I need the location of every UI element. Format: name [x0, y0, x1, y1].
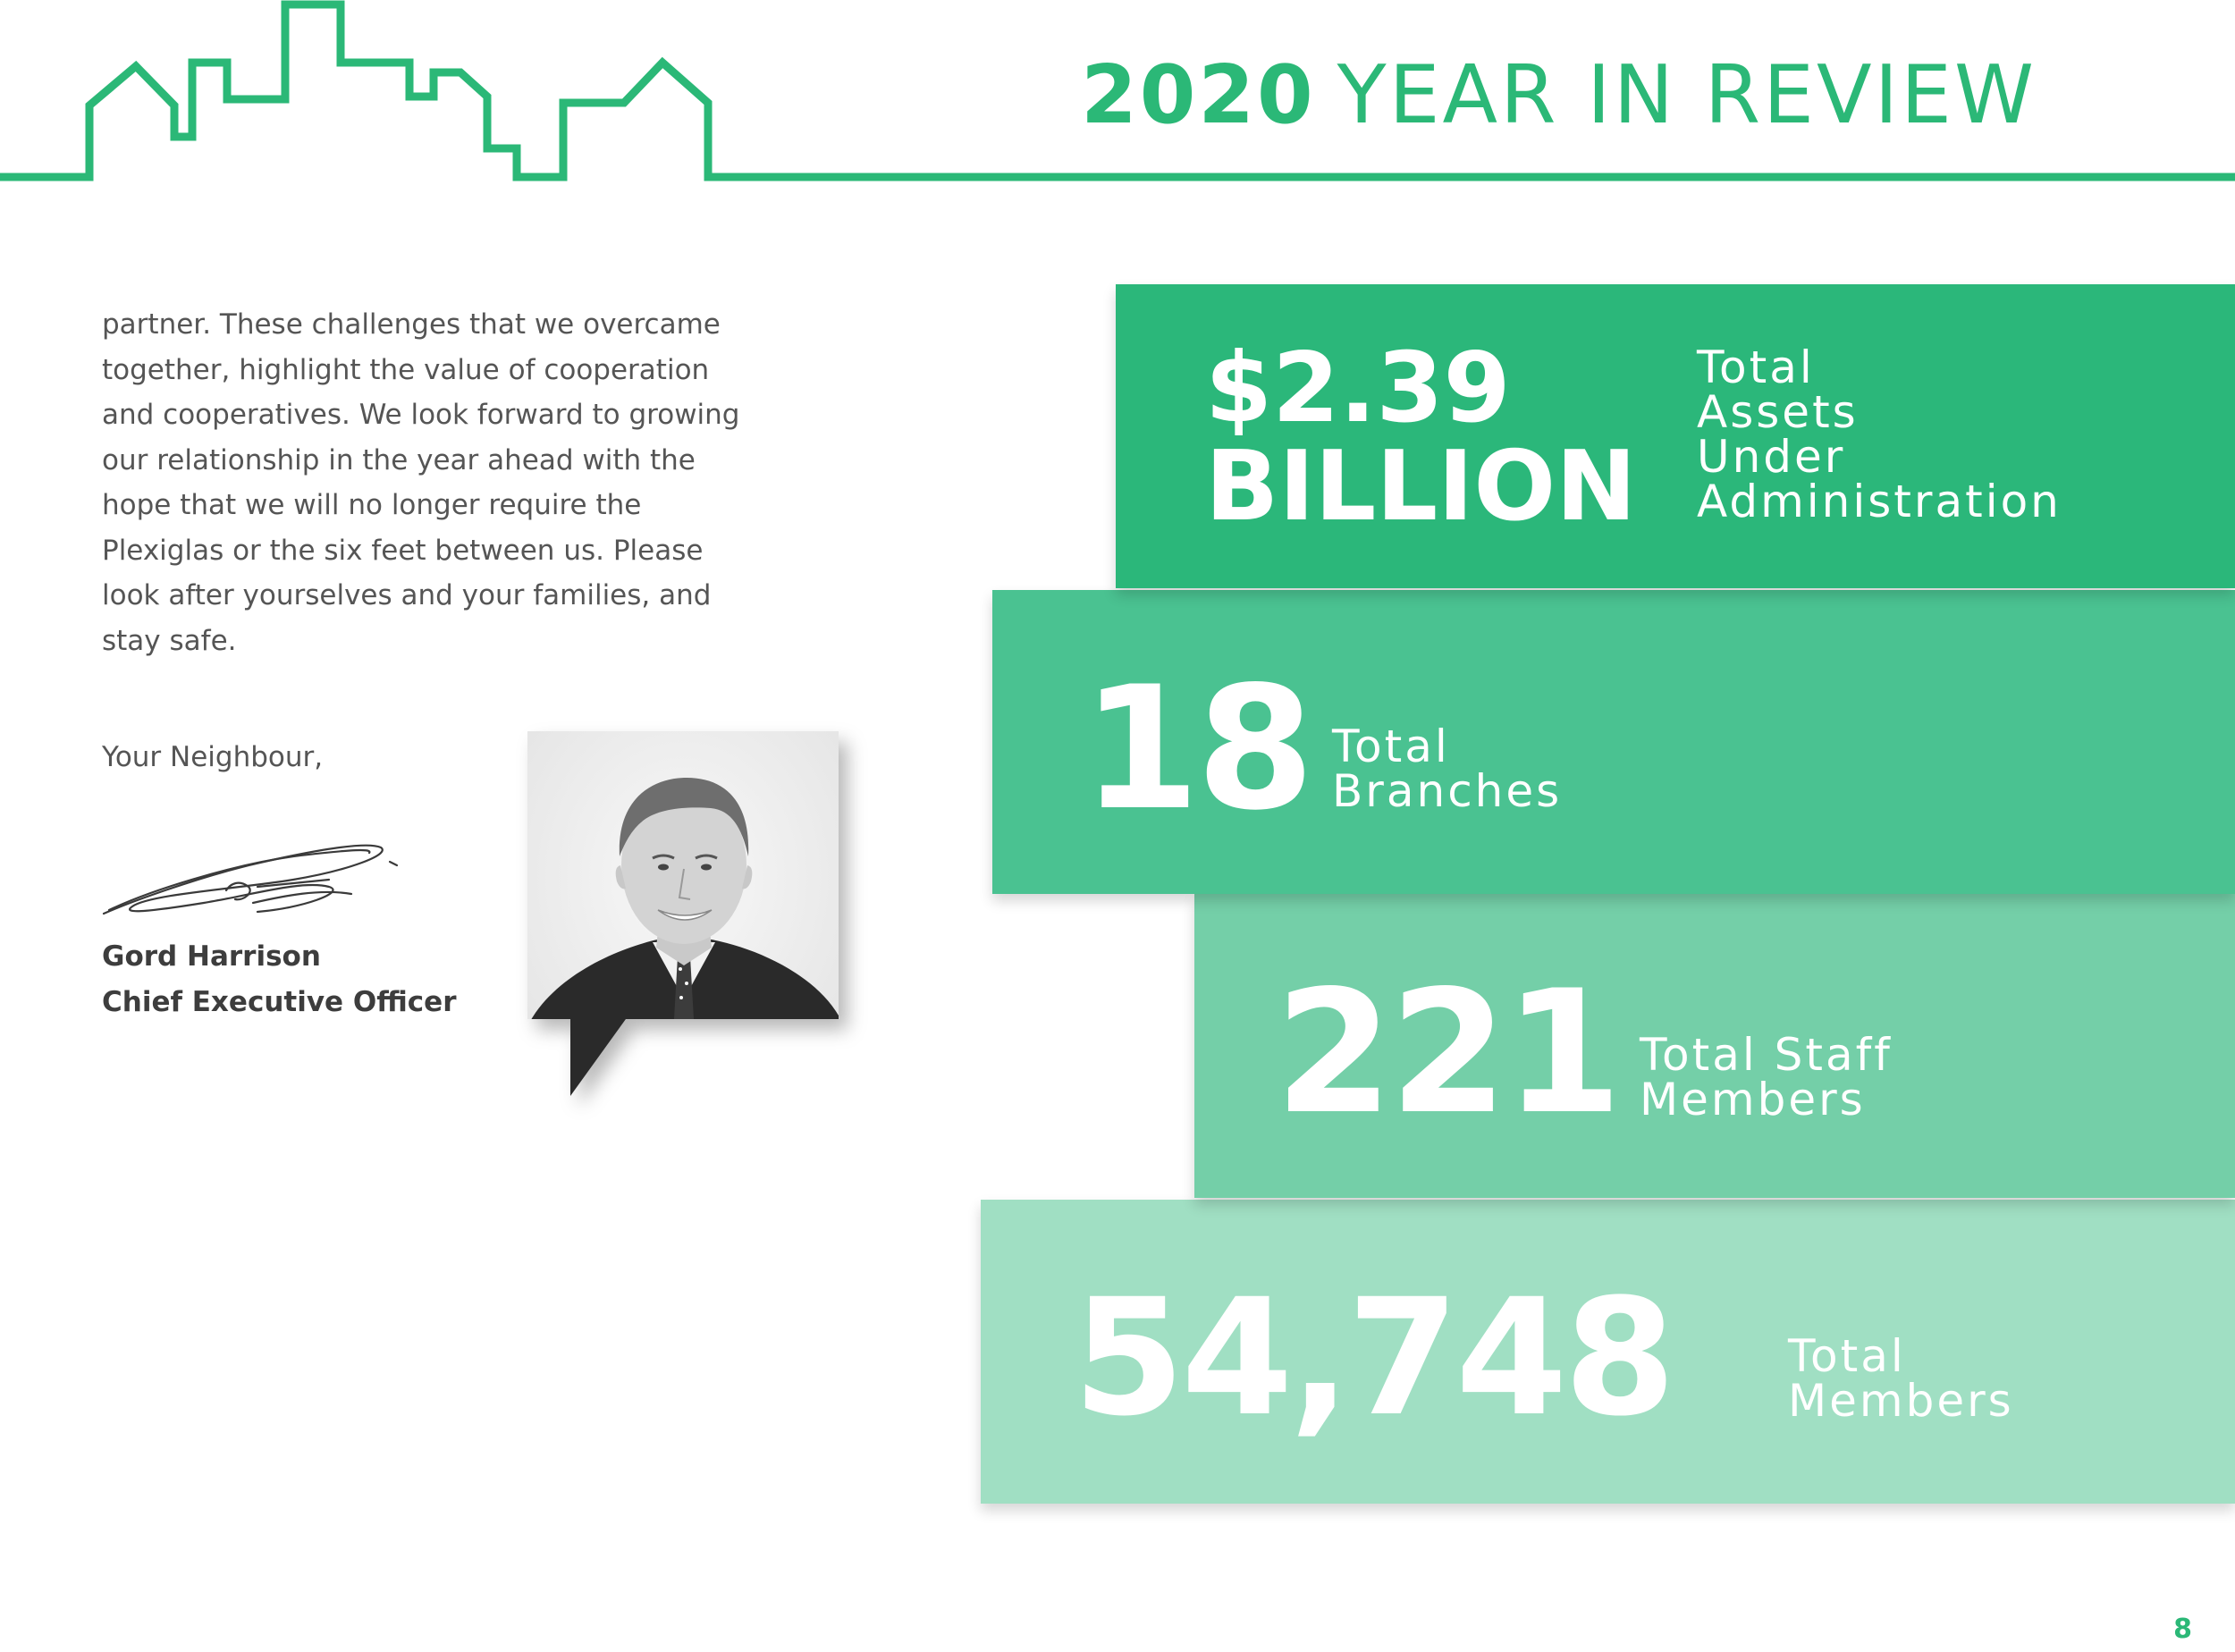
- stat-label-line: Branches: [1332, 765, 1563, 817]
- signer-block: Gord Harrison Chief Executive Officer: [102, 934, 456, 1025]
- city-skyline-icon: [0, 0, 2235, 181]
- stat-value-unit: BILLION: [1205, 431, 1637, 543]
- stat-label-line: Total: [1788, 1330, 1906, 1382]
- letter-line: partner. These challenges that we overca…: [102, 308, 721, 341]
- signer-title: Chief Executive Officer: [102, 986, 457, 1018]
- stat-members: 54,748 Total Members: [981, 1200, 2235, 1504]
- stat-branches: 18 Total Branches: [992, 590, 2235, 894]
- title-text: YEAR IN REVIEW: [1337, 48, 2037, 142]
- stat-label: Total Assets Under Administration: [1697, 345, 2062, 524]
- stat-label-line: Members: [1788, 1375, 2014, 1427]
- stat-label-line: Assets: [1697, 386, 1859, 438]
- letter-line: together, highlight the value of coopera…: [102, 353, 710, 386]
- stat-value: 54,748: [1073, 1265, 1676, 1452]
- stat-assets: $2.39 BILLION Total Assets Under Adminis…: [1116, 284, 2235, 588]
- stat-value: $2.39 BILLION: [1205, 340, 1637, 536]
- portrait-icon: [527, 731, 839, 1096]
- letter-line: look after yourselves and your families,…: [102, 579, 712, 611]
- stat-label-line: Total Staff: [1640, 1029, 1893, 1081]
- letter-closing: Your Neighbour,: [102, 741, 324, 773]
- letter-body: partner. These challenges that we overca…: [102, 302, 781, 663]
- letter-line: Plexiglas or the six feet between us. Pl…: [102, 534, 704, 567]
- stat-value: 221: [1275, 954, 1623, 1151]
- stat-label-line: Under: [1697, 431, 1846, 483]
- letter-line: stay safe.: [102, 624, 237, 657]
- letter-line: our relationship in the year ahead with …: [102, 443, 696, 476]
- letter-line: hope that we will no longer require the: [102, 489, 642, 521]
- stat-label-line: Administration: [1697, 476, 2062, 527]
- stat-label: Total Branches: [1332, 724, 1562, 813]
- stat-staff: 221 Total Staff Members: [1194, 894, 2235, 1198]
- page-number: 8: [2173, 1614, 2192, 1645]
- stat-label-line: Total: [1332, 721, 1450, 772]
- stat-label-line: Total: [1697, 341, 1815, 393]
- signature-image: [102, 844, 399, 915]
- ceo-portrait: [527, 731, 867, 1116]
- stat-label: Total Members: [1788, 1334, 2014, 1423]
- page-title: 2020 YEAR IN REVIEW: [1081, 55, 2037, 136]
- letter-line: and cooperatives. We look forward to gro…: [102, 399, 740, 431]
- title-year: 2020: [1081, 48, 1316, 142]
- stat-label: Total Staff Members: [1640, 1032, 1893, 1122]
- stat-value-amount: $2.39: [1205, 333, 1511, 444]
- signer-name: Gord Harrison: [102, 940, 321, 973]
- stat-value: 18: [1082, 650, 1314, 847]
- stat-label-line: Members: [1640, 1074, 1866, 1125]
